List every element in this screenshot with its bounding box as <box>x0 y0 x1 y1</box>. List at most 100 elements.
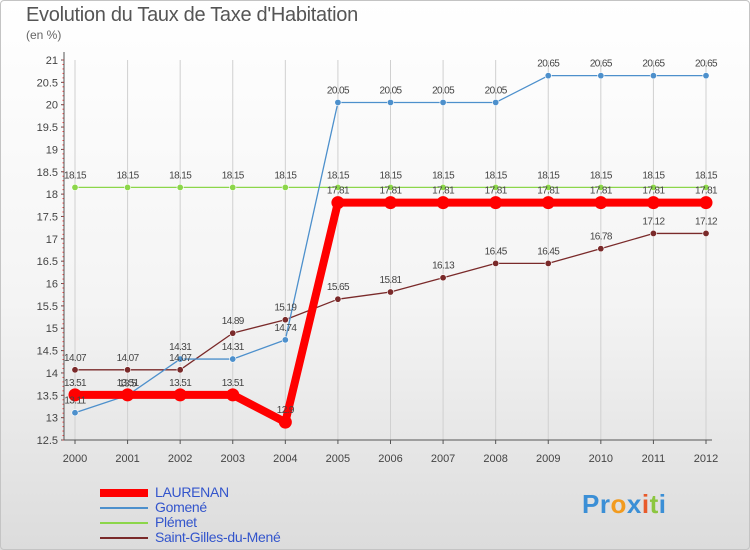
legend-label: Gomené <box>155 499 207 515</box>
y-tick-label: 21 <box>46 55 58 67</box>
x-tick-label: 2003 <box>221 453 245 465</box>
data-label: 18.15 <box>485 170 508 181</box>
data-point <box>384 196 397 210</box>
y-minor-tick <box>62 385 64 387</box>
y-minor-tick <box>62 372 64 374</box>
data-label: 17.81 <box>642 186 665 197</box>
data-point <box>386 183 394 191</box>
y-minor-tick <box>62 390 64 392</box>
y-minor-tick <box>62 220 64 222</box>
data-label: 18.15 <box>169 170 192 181</box>
data-point <box>71 183 79 191</box>
data-label: 17.81 <box>379 186 402 197</box>
data-label: 13.11 <box>64 396 86 407</box>
data-point <box>176 366 184 374</box>
data-label: 14.31 <box>169 342 192 353</box>
x-tick-label: 2002 <box>168 453 192 465</box>
data-label: 20.05 <box>432 85 455 96</box>
y-tick-label: 20.5 <box>37 77 58 89</box>
y-minor-tick <box>62 90 64 92</box>
y-minor-tick <box>62 72 64 74</box>
data-label: 20.65 <box>590 59 613 70</box>
data-point <box>176 183 184 191</box>
data-point <box>492 183 500 191</box>
data-label: 17.81 <box>327 186 350 197</box>
y-minor-tick <box>62 59 64 61</box>
y-minor-tick <box>62 202 64 204</box>
logo-letter: P <box>582 489 600 519</box>
y-minor-tick <box>62 269 64 271</box>
y-minor-tick <box>62 314 64 316</box>
data-label: 14.31 <box>222 342 245 353</box>
data-point <box>439 183 447 191</box>
data-point <box>176 355 184 363</box>
y-minor-tick <box>62 350 64 352</box>
y-minor-tick <box>62 260 64 262</box>
y-minor-tick <box>62 131 64 133</box>
data-point <box>439 274 447 282</box>
y-tick-label: 18 <box>46 189 58 201</box>
y-tick-label: 17.5 <box>37 211 58 223</box>
logo-letter: o <box>610 489 627 519</box>
data-point <box>173 388 187 402</box>
x-tick-label: 2006 <box>378 453 402 465</box>
y-minor-tick <box>62 175 64 177</box>
y-minor-tick <box>62 376 64 378</box>
y-minor-tick <box>62 86 64 88</box>
data-point <box>229 329 237 337</box>
y-minor-tick <box>62 198 64 200</box>
data-label: 13.5 <box>119 378 137 389</box>
data-label: 20.65 <box>642 59 665 70</box>
y-tick-label: 16 <box>46 279 58 291</box>
y-minor-tick <box>62 278 64 280</box>
y-minor-tick <box>62 95 64 97</box>
y-minor-tick <box>62 332 64 334</box>
data-label: 18.15 <box>432 170 455 181</box>
x-tick-label: 2009 <box>536 453 560 465</box>
y-minor-tick <box>62 426 64 428</box>
y-minor-tick <box>62 126 64 128</box>
y-minor-tick <box>62 104 64 106</box>
y-minor-tick <box>62 408 64 410</box>
y-minor-tick <box>62 327 64 329</box>
data-label: 13.51 <box>117 378 140 389</box>
y-minor-tick <box>62 229 64 231</box>
y-minor-tick <box>62 224 64 226</box>
data-label: 18.15 <box>379 170 402 181</box>
y-minor-tick <box>62 108 64 110</box>
y-minor-tick <box>62 122 64 124</box>
y-minor-tick <box>62 341 64 343</box>
data-point <box>541 196 555 210</box>
data-point <box>597 245 605 253</box>
data-label: 18.15 <box>64 170 87 181</box>
y-minor-tick <box>62 363 64 365</box>
y-minor-tick <box>62 283 64 285</box>
data-label: 17.12 <box>695 216 718 227</box>
y-minor-tick <box>62 265 64 267</box>
data-point <box>699 196 713 210</box>
y-minor-tick <box>62 399 64 401</box>
y-minor-tick <box>62 189 64 191</box>
y-minor-tick <box>62 157 64 159</box>
y-minor-tick <box>62 247 64 249</box>
legend-swatch <box>100 537 148 539</box>
data-label: 17.81 <box>485 186 508 197</box>
y-minor-tick <box>62 381 64 383</box>
y-minor-tick <box>62 193 64 195</box>
y-tick-label: 15.5 <box>37 301 58 313</box>
data-point <box>436 196 450 210</box>
y-minor-tick <box>62 412 64 414</box>
y-minor-tick <box>62 117 64 119</box>
data-point <box>229 355 237 363</box>
y-minor-tick <box>62 430 64 432</box>
y-tick-label: 14.5 <box>37 346 58 358</box>
data-label: 17.81 <box>590 186 613 197</box>
y-tick-label: 13 <box>46 413 58 425</box>
data-label: 18.15 <box>117 170 140 181</box>
y-minor-tick <box>62 233 64 235</box>
y-minor-tick <box>62 359 64 361</box>
logo-letter: x <box>626 489 642 519</box>
legend-label: Saint-Gilles-du-Mené <box>155 529 281 545</box>
chart-title: Evolution du Taux de Taxe d'Habitation <box>26 4 358 26</box>
data-label: 18.15 <box>695 170 718 181</box>
